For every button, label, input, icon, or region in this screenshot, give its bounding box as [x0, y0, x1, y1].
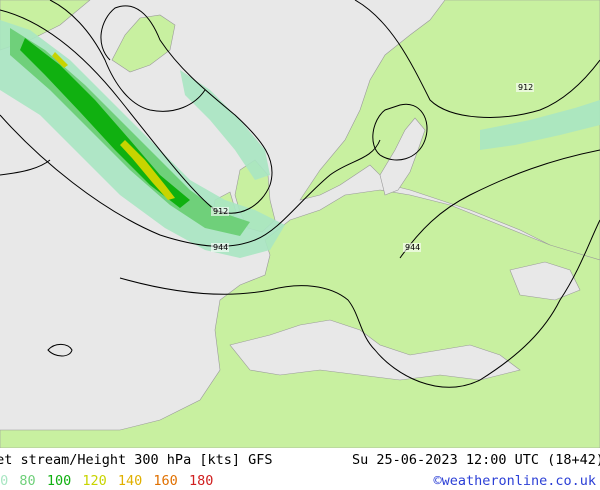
jet-60-band-east — [480, 100, 600, 150]
sea-baltic — [379, 117, 426, 196]
jet-stream — [0, 20, 600, 258]
contour-912-west — [0, 5, 273, 214]
scale-label-160: 160 — [153, 473, 178, 489]
weather-map: 912 944 912 944 — [0, 0, 600, 448]
contour-912-east — [354, 0, 600, 118]
scale-label-100: 100 — [46, 473, 72, 489]
contour-label-912-west: 912 — [213, 207, 228, 216]
wind-speed-scale: 60 80 100 120 140 160 180 — [0, 473, 216, 489]
land-europe — [0, 189, 600, 448]
contour-labels: 912 944 912 944 — [211, 83, 534, 252]
contour-label-944-west: 944 — [213, 243, 228, 252]
contour-944-mid — [399, 149, 600, 259]
contour-small-loop — [47, 343, 73, 357]
jet-60-band-north — [180, 70, 270, 180]
contour-label-912-east: 912 — [518, 83, 533, 92]
sea-black — [509, 261, 581, 301]
contour-944-west — [0, 114, 381, 247]
scale-label-80: 80 — [19, 473, 36, 489]
contour-north-loop — [49, 0, 206, 112]
credit-link[interactable]: ©weatheronline.co.uk — [433, 473, 596, 489]
contour-label-944-east: 944 — [405, 243, 420, 252]
contour-circle — [372, 103, 428, 161]
contour-944-east — [119, 219, 600, 388]
height-contours — [0, 0, 600, 388]
valid-datetime: Su 25-06-2023 12:00 UTC (18+42) — [352, 452, 600, 468]
footer: Jet stream/Height 300 hPa [kts] GFS Su 2… — [0, 448, 600, 490]
scale-label-140: 140 — [117, 473, 143, 489]
jet-120-core-north — [52, 52, 68, 68]
contour-lower-west — [0, 159, 51, 176]
land-masses — [0, 0, 600, 448]
scale-label-120: 120 — [82, 473, 107, 489]
jet-120-core — [120, 140, 175, 200]
land-iceland — [111, 14, 176, 73]
scale-label-180: 180 — [188, 473, 214, 489]
chart-title: Jet stream/Height 300 hPa [kts] GFS — [0, 452, 273, 468]
scale-label-60: 60 — [0, 473, 9, 489]
